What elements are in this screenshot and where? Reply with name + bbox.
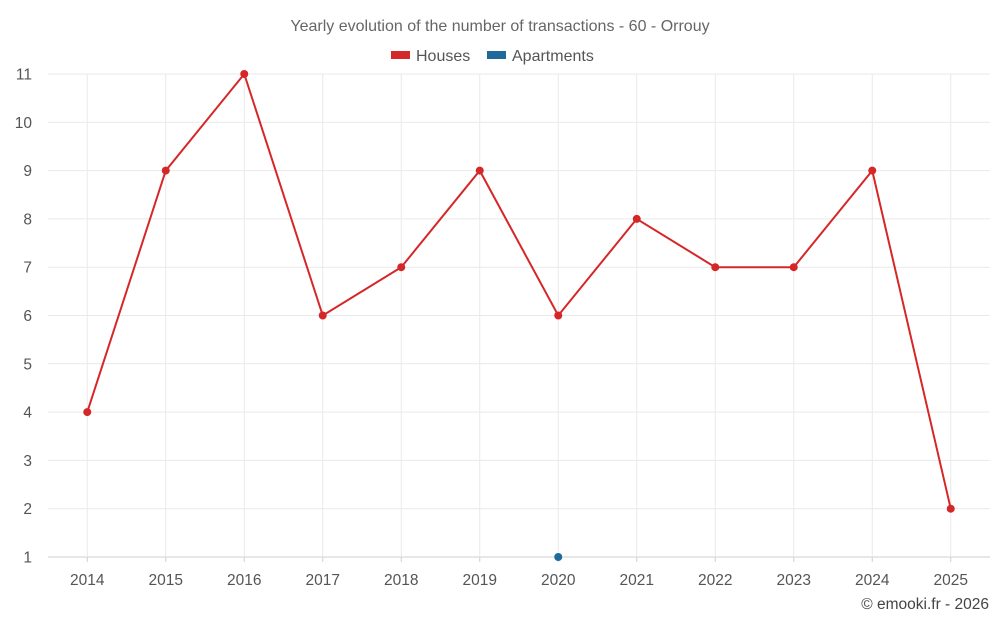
chart-title: Yearly evolution of the number of transa… <box>290 18 709 35</box>
x-tick-label: 2016 <box>227 572 261 589</box>
data-point-houses[interactable] <box>789 263 798 272</box>
y-axis-ticks: 1 2 3 4 5 6 7 8 9 10 11 <box>15 67 33 567</box>
y-tick-label: 4 <box>23 405 32 422</box>
data-point-houses[interactable] <box>711 263 720 272</box>
legend-label-houses[interactable]: Houses <box>416 48 470 65</box>
y-tick-label: 2 <box>23 501 32 518</box>
y-tick-label: 9 <box>23 163 32 180</box>
data-point-houses[interactable] <box>397 263 406 272</box>
x-tick-label: 2023 <box>777 572 811 589</box>
x-tick-label: 2017 <box>306 572 340 589</box>
y-tick-label: 5 <box>23 356 32 373</box>
y-tick-label: 7 <box>23 260 32 277</box>
credit-text: © emooki.fr - 2026 <box>861 596 989 613</box>
x-tick-label: 2018 <box>384 572 418 589</box>
x-tick-label: 2024 <box>855 572 890 589</box>
x-tick-label: 2022 <box>698 572 732 589</box>
x-axis-ticks: 2014 2015 2016 2017 2018 2019 2020 2021 2022 2023… <box>70 572 968 589</box>
series-line-houses <box>86 71 952 509</box>
gridlines <box>48 73 990 562</box>
x-tick-label: 2014 <box>70 572 105 589</box>
x-tick-label: 2020 <box>541 572 576 589</box>
x-tick-label: 2019 <box>463 572 497 589</box>
data-point-houses[interactable] <box>554 311 563 320</box>
x-tick-label: 2021 <box>620 572 654 589</box>
data-point-houses[interactable] <box>161 166 170 175</box>
y-tick-label: 6 <box>23 308 32 325</box>
data-point-houses[interactable] <box>240 70 249 78</box>
y-tick-label: 11 <box>16 67 32 84</box>
series-layer <box>83 70 955 561</box>
y-tick-label: 10 <box>15 115 33 132</box>
data-point-houses[interactable] <box>83 408 92 417</box>
legend-swatch-apartments <box>487 51 506 59</box>
y-tick-label: 1 <box>23 550 32 567</box>
data-point-houses[interactable] <box>868 166 877 175</box>
x-tick-label: 2015 <box>149 572 183 589</box>
x-tick-label: 2025 <box>934 572 968 589</box>
legend-label-apartments[interactable]: Apartments <box>512 48 594 65</box>
data-point-apartments[interactable] <box>554 553 563 561</box>
data-point-houses[interactable] <box>946 504 955 513</box>
data-point-houses[interactable] <box>475 166 484 175</box>
data-point-houses[interactable] <box>318 311 327 320</box>
legend: Houses Apartments <box>391 48 594 65</box>
data-point-houses[interactable] <box>632 214 641 223</box>
y-tick-label: 8 <box>23 211 32 228</box>
y-tick-label: 3 <box>23 453 32 470</box>
legend-swatch-houses <box>391 51 410 59</box>
